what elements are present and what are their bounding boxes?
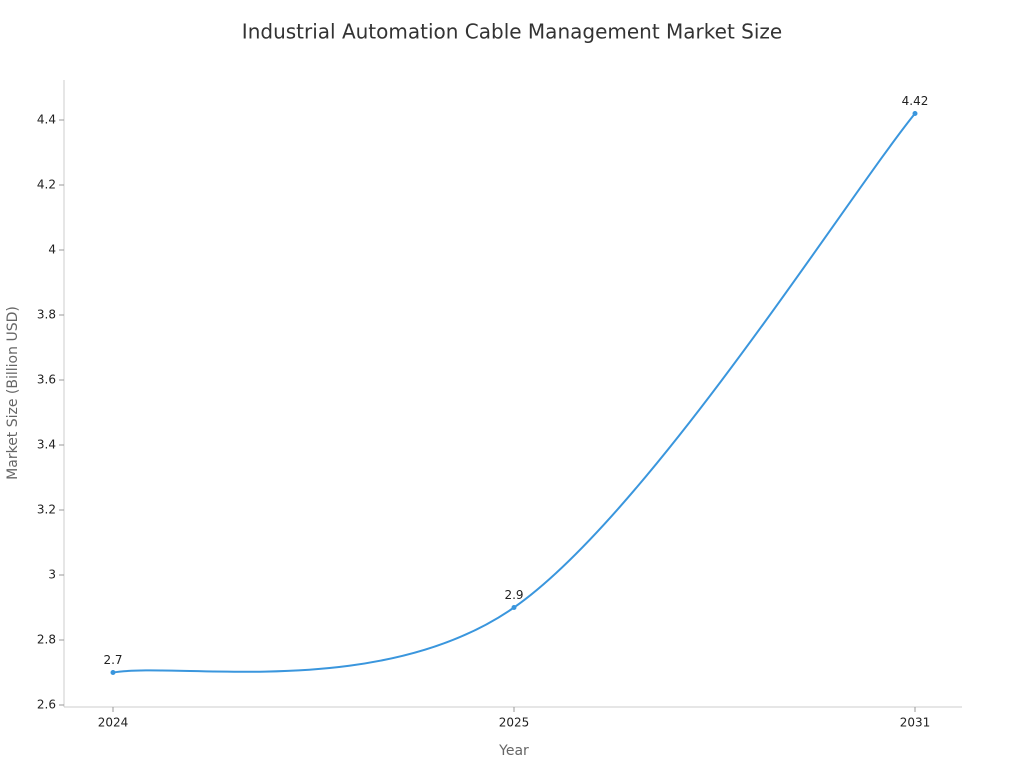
data-label: 2.7 — [103, 653, 122, 667]
y-tick-label: 3.6 — [37, 373, 56, 387]
x-tick-label: 2031 — [900, 716, 931, 730]
y-tick-label: 4.4 — [37, 113, 56, 127]
y-tick-label: 4 — [48, 243, 56, 257]
y-tick-label: 3.2 — [37, 503, 56, 517]
chart-title: Industrial Automation Cable Management M… — [242, 20, 782, 44]
y-tick-label: 2.8 — [37, 633, 56, 647]
x-axis-title: Year — [498, 743, 529, 759]
x-tick-label: 2024 — [98, 716, 129, 730]
data-label: 4.42 — [902, 94, 929, 108]
y-tick-label: 3 — [48, 568, 56, 582]
point — [912, 111, 918, 116]
x-tick-label: 2025 — [499, 716, 530, 730]
point — [110, 670, 116, 675]
data-label: 2.9 — [504, 588, 523, 602]
y-tick-label: 4.2 — [37, 178, 56, 192]
point — [511, 605, 517, 610]
line — [112, 112, 916, 674]
y-axis-title: Market Size (Billion USD) — [5, 306, 21, 480]
y-tick-label: 3.8 — [37, 308, 56, 322]
y-tick-label: 3.4 — [37, 438, 56, 452]
y-tick-label: 2.6 — [37, 698, 56, 712]
